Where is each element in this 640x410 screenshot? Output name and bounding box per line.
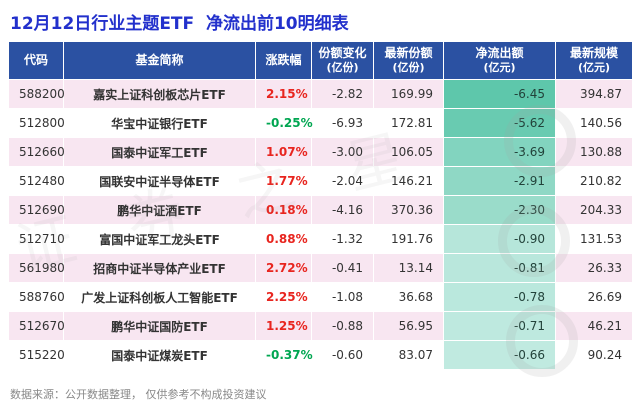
cell-share-change: -6.93	[311, 108, 374, 138]
table-row: 512690 鹏华中证酒ETF 0.18% -4.16 370.36 -2.30…	[8, 195, 633, 225]
cell-latest-share: 36.68	[373, 282, 444, 312]
cell-scale: 210.82	[555, 166, 633, 196]
cell-name: 嘉实上证科创板芯片ETF	[63, 79, 256, 109]
cell-change: 1.77%	[255, 166, 312, 196]
cell-change: 1.07%	[255, 137, 312, 167]
cell-change: 2.25%	[255, 282, 312, 312]
cell-latest-share: 169.99	[373, 79, 444, 109]
col-header-code: 代码	[8, 41, 64, 80]
cell-net-outflow: -0.66	[443, 340, 556, 370]
cell-name: 国联安中证半导体ETF	[63, 166, 256, 196]
table-header: 代码 基金简称 涨跌幅 份额变化 (亿份) 最新份额 (亿份) 净流出额 (亿	[8, 41, 633, 80]
cell-share-change: -3.00	[311, 137, 374, 167]
col-header-scale: 最新规模 (亿元)	[555, 41, 633, 80]
table-row: 512710 富国中证军工龙头ETF 0.88% -1.32 191.76 -0…	[8, 224, 633, 254]
table-row: 512660 国泰中证军工ETF 1.07% -3.00 106.05 -3.6…	[8, 137, 633, 167]
cell-net-outflow: -0.71	[443, 311, 556, 341]
etf-outflow-table: 代码 基金简称 涨跌幅 份额变化 (亿份) 最新份额 (亿份) 净流出额 (亿	[8, 41, 633, 370]
table-row: 515220 国泰中证煤炭ETF -0.37% -0.60 83.07 -0.6…	[8, 340, 633, 370]
cell-share-change: -0.41	[311, 253, 374, 283]
cell-share-change: -0.60	[311, 340, 374, 370]
cell-code: 512670	[8, 311, 65, 341]
table-row: 561980 招商中证半导体产业ETF 2.72% -0.41 13.14 -0…	[8, 253, 633, 283]
table-row: 588760 广发上证科创板人工智能ETF 2.25% -1.08 36.68 …	[8, 282, 633, 312]
table-row: 512670 鹏华中证国防ETF 1.25% -0.88 56.95 -0.71…	[8, 311, 633, 341]
col-header-share-change: 份额变化 (亿份)	[311, 41, 374, 80]
cell-change: 2.15%	[255, 79, 312, 109]
cell-net-outflow: -2.91	[443, 166, 556, 196]
cell-latest-share: 56.95	[373, 311, 444, 341]
cell-share-change: -2.04	[311, 166, 374, 196]
cell-scale: 204.33	[555, 195, 633, 225]
cell-latest-share: 146.21	[373, 166, 444, 196]
cell-share-change: -1.32	[311, 224, 374, 254]
cell-change: -0.37%	[255, 340, 313, 370]
cell-change: -0.25%	[255, 108, 313, 138]
cell-code: 515220	[8, 340, 65, 370]
cell-latest-share: 370.36	[373, 195, 444, 225]
cell-share-change: -1.08	[311, 282, 374, 312]
cell-code: 588760	[8, 282, 65, 312]
cell-code: 588200	[8, 79, 65, 109]
col-header-latest-share: 最新份额 (亿份)	[373, 41, 444, 80]
table-row: 512480 国联安中证半导体ETF 1.77% -2.04 146.21 -2…	[8, 166, 633, 196]
cell-name: 广发上证科创板人工智能ETF	[63, 282, 256, 312]
cell-share-change: -4.16	[311, 195, 374, 225]
col-header-change: 涨跌幅	[255, 41, 312, 80]
col-header-name: 基金简称	[63, 41, 256, 80]
table-body: 588200 嘉实上证科创板芯片ETF 2.15% -2.82 169.99 -…	[8, 79, 633, 370]
cell-name: 国泰中证煤炭ETF	[63, 340, 256, 370]
table-row: 588200 嘉实上证科创板芯片ETF 2.15% -2.82 169.99 -…	[8, 79, 633, 109]
cell-net-outflow: -6.45	[443, 79, 556, 109]
cell-code: 512800	[8, 108, 65, 138]
col-header-net-outflow: 净流出额 (亿元)	[443, 41, 556, 80]
cell-name: 招商中证半导体产业ETF	[63, 253, 256, 283]
cell-change: 0.18%	[255, 195, 312, 225]
cell-net-outflow: -3.69	[443, 137, 556, 167]
cell-net-outflow: -0.81	[443, 253, 556, 283]
cell-code: 512660	[8, 137, 65, 167]
cell-name: 国泰中证军工ETF	[63, 137, 256, 167]
cell-scale: 130.88	[555, 137, 633, 167]
cell-scale: 131.53	[555, 224, 633, 254]
cell-scale: 46.21	[555, 311, 633, 341]
data-source-note: 数据来源：公开数据整理， 仅供参考不构成投资建议	[10, 388, 267, 401]
cell-latest-share: 172.81	[373, 108, 444, 138]
cell-scale: 26.33	[555, 253, 633, 283]
cell-name: 富国中证军工龙头ETF	[63, 224, 256, 254]
page-title: 12月12日行业主题ETF 净流出前10明细表	[10, 14, 349, 34]
cell-name: 华宝中证银行ETF	[63, 108, 256, 138]
cell-code: 512710	[8, 224, 65, 254]
cell-latest-share: 106.05	[373, 137, 444, 167]
cell-share-change: -0.88	[311, 311, 374, 341]
cell-net-outflow: -0.90	[443, 224, 556, 254]
table-row: 512800 华宝中证银行ETF -0.25% -6.93 172.81 -5.…	[8, 108, 633, 138]
cell-change: 0.88%	[255, 224, 312, 254]
cell-code: 512690	[8, 195, 65, 225]
cell-net-outflow: -2.30	[443, 195, 556, 225]
cell-latest-share: 83.07	[373, 340, 444, 370]
cell-net-outflow: -0.78	[443, 282, 556, 312]
cell-scale: 140.56	[555, 108, 633, 138]
cell-scale: 26.69	[555, 282, 633, 312]
cell-latest-share: 191.76	[373, 224, 444, 254]
cell-latest-share: 13.14	[373, 253, 444, 283]
cell-scale: 394.87	[555, 79, 633, 109]
cell-name: 鹏华中证国防ETF	[63, 311, 256, 341]
cell-code: 561980	[8, 253, 65, 283]
cell-name: 鹏华中证酒ETF	[63, 195, 256, 225]
cell-net-outflow: -5.62	[443, 108, 556, 138]
cell-change: 2.72%	[255, 253, 312, 283]
cell-scale: 90.24	[555, 340, 633, 370]
cell-code: 512480	[8, 166, 65, 196]
cell-change: 1.25%	[255, 311, 312, 341]
cell-share-change: -2.82	[311, 79, 374, 109]
